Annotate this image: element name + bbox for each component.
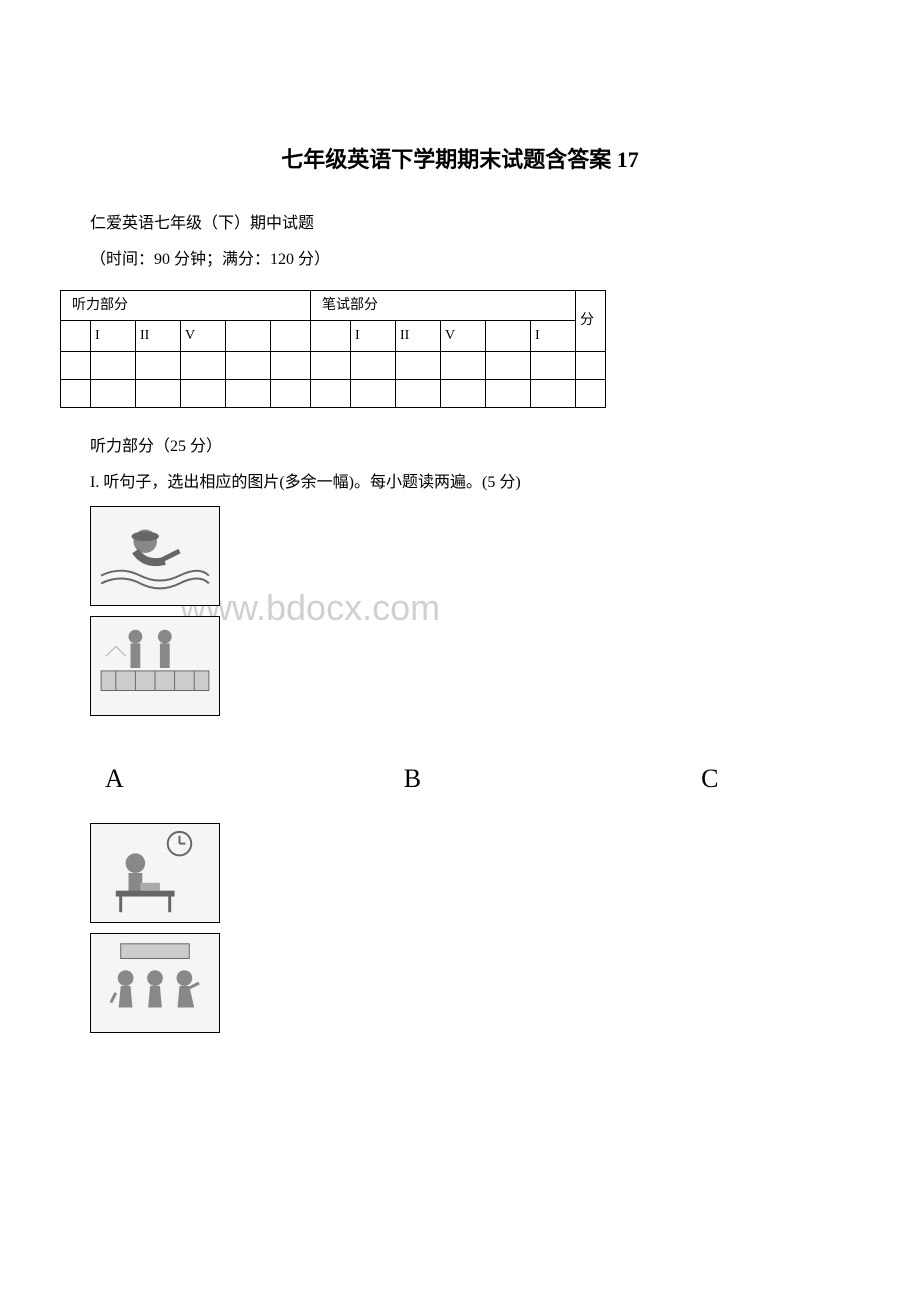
table-cell [351, 351, 396, 379]
table-cell [576, 351, 606, 379]
table-cell [61, 321, 91, 351]
table-cell [486, 379, 531, 407]
table-col-row: I II V I II V I [61, 321, 606, 351]
table-cell [351, 379, 396, 407]
image-swimming [90, 506, 220, 606]
table-cell [271, 321, 311, 351]
table-cell [181, 379, 226, 407]
table-cell [486, 321, 531, 351]
table-cell [226, 379, 271, 407]
table-empty-row [61, 351, 606, 379]
table-cell [61, 351, 91, 379]
children-playing-icon [91, 934, 219, 1032]
table-cell [181, 351, 226, 379]
page-title: 七年级英语下学期期末试题含答案 17 [60, 140, 860, 180]
table-cell: II [396, 321, 441, 351]
label-row: A B C [90, 756, 860, 803]
table-cell: I [351, 321, 396, 351]
people-talking-icon [91, 617, 219, 715]
written-header: 笔试部分 [311, 291, 576, 321]
table-cell [441, 379, 486, 407]
table-cell [311, 321, 351, 351]
exam-info: （时间：90 分钟；满分：120 分） [90, 246, 860, 275]
table-cell [396, 351, 441, 379]
table-cell: I [531, 321, 576, 351]
table-cell [311, 351, 351, 379]
table-cell [271, 379, 311, 407]
table-cell [226, 351, 271, 379]
table-cell [61, 379, 91, 407]
table-cell: V [181, 321, 226, 351]
table-cell [576, 379, 606, 407]
table-cell [396, 379, 441, 407]
label-a: A [105, 756, 124, 803]
table-cell [226, 321, 271, 351]
label-c: C [701, 756, 718, 803]
total-header: 分 [576, 291, 606, 351]
image-playing [90, 933, 220, 1033]
score-table: 听力部分 笔试部分 分 I II V I II V I [60, 290, 606, 407]
label-b: B [404, 756, 421, 803]
table-header-row: 听力部分 笔试部分 分 [61, 291, 606, 321]
table-cell [91, 379, 136, 407]
table-cell [91, 351, 136, 379]
table-cell [486, 351, 531, 379]
table-cell [531, 379, 576, 407]
question-1: I. 听句子，选出相应的图片(多余一幅)。每小题读两遍。(5 分) [90, 469, 860, 498]
swimming-icon [91, 507, 219, 605]
table-cell [136, 351, 181, 379]
table-cell [441, 351, 486, 379]
table-cell [271, 351, 311, 379]
table-cell: II [136, 321, 181, 351]
table-cell [531, 351, 576, 379]
table-cell: I [91, 321, 136, 351]
table-cell [311, 379, 351, 407]
image-talking [90, 616, 220, 716]
listening-section-title: 听力部分（25 分） [90, 433, 860, 462]
image-area-1: www.bdocx.com [60, 506, 860, 716]
table-empty-row [61, 379, 606, 407]
boy-clock-icon [91, 824, 219, 922]
subtitle: 仁爱英语七年级（下）期中试题 [90, 210, 860, 239]
listening-header: 听力部分 [61, 291, 311, 321]
image-studying [90, 823, 220, 923]
table-cell [136, 379, 181, 407]
page-container: 七年级英语下学期期末试题含答案 17 仁爱英语七年级（下）期中试题 （时间：90… [60, 140, 860, 1033]
table-cell: V [441, 321, 486, 351]
